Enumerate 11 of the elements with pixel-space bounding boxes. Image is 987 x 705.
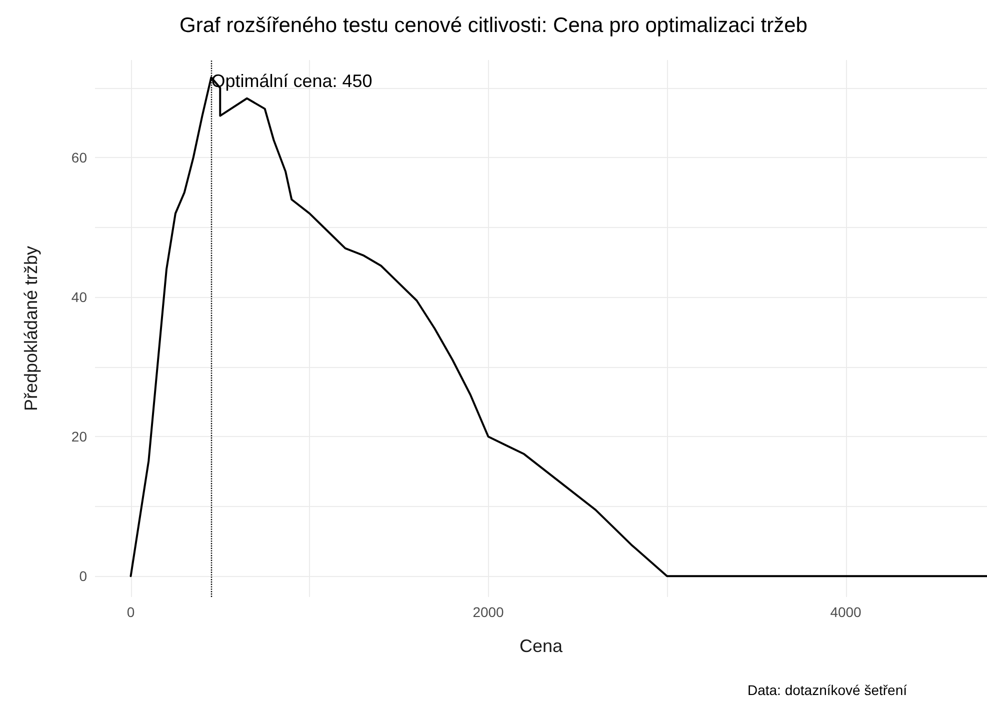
x-tick-label: 4000 bbox=[830, 604, 862, 620]
x-tick-label: 2000 bbox=[472, 604, 504, 620]
y-tick-label: 0 bbox=[79, 568, 88, 584]
chart-title: Graf rozšířeného testu cenové citlivosti: Cena pro optimalizaci tržeb bbox=[180, 14, 808, 37]
y-tick-label: 60 bbox=[71, 150, 88, 166]
y-tick-label: 40 bbox=[71, 289, 88, 306]
y-axis-title: Předpokládané tržby bbox=[21, 246, 41, 412]
y-tick-label: 20 bbox=[71, 428, 88, 445]
x-axis-title: Cena bbox=[519, 636, 564, 656]
text: Data: dotazníkové šetření bbox=[747, 682, 908, 698]
x-tick-label: 0 bbox=[126, 604, 135, 620]
